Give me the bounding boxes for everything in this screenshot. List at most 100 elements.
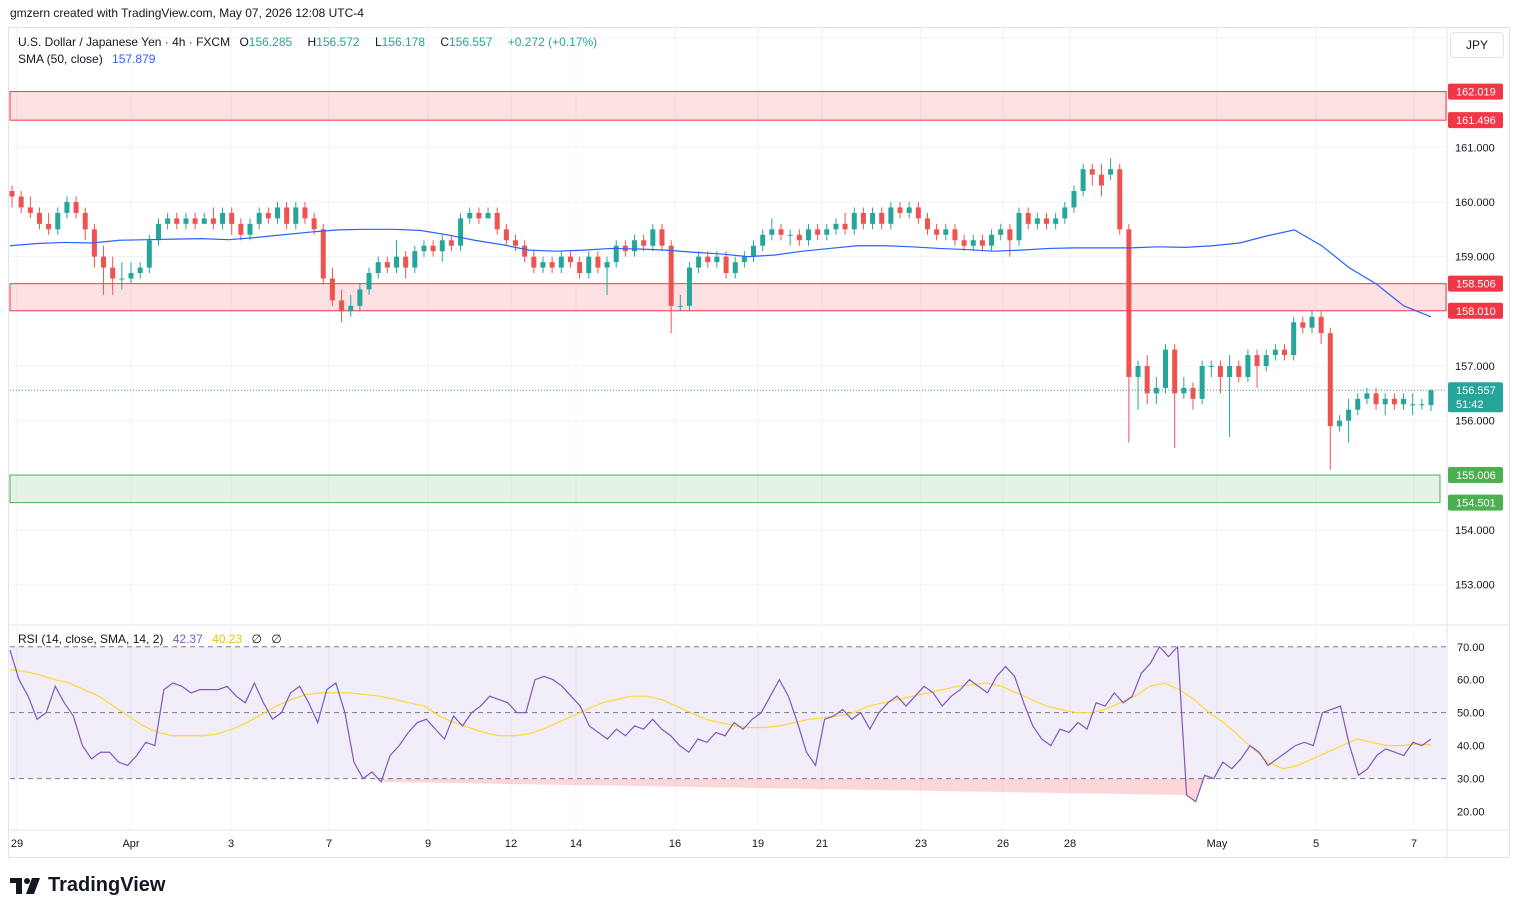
candle-body bbox=[357, 289, 363, 306]
tradingview-logo[interactable]: TradingView bbox=[10, 874, 165, 897]
candle bbox=[824, 223, 830, 241]
time-tick-label: 9 bbox=[425, 838, 431, 850]
candle-body bbox=[897, 207, 903, 213]
candle bbox=[815, 223, 821, 241]
candles bbox=[9, 158, 1446, 470]
candle bbox=[1126, 223, 1132, 443]
candle bbox=[1034, 212, 1040, 230]
candle-body bbox=[1126, 229, 1132, 377]
rsi-tick-label: 30.00 bbox=[1457, 774, 1485, 786]
candle-body bbox=[943, 229, 949, 235]
candle-body bbox=[375, 262, 381, 274]
candle bbox=[787, 229, 793, 246]
candle bbox=[284, 201, 290, 230]
candle-body bbox=[1016, 212, 1022, 241]
time-tick-label: 23 bbox=[915, 838, 927, 850]
candle bbox=[906, 201, 912, 219]
candle-body bbox=[421, 245, 427, 252]
candle-body bbox=[1117, 169, 1123, 230]
candle bbox=[55, 207, 61, 235]
candle-body bbox=[696, 256, 702, 268]
candle bbox=[403, 251, 409, 279]
candle-body bbox=[348, 305, 354, 312]
candle bbox=[632, 234, 638, 257]
currency-button[interactable]: JPY bbox=[1450, 32, 1504, 58]
time-axis[interactable]: 29 Apr 3 7 9 12 14 16 19 21 23 26 28 May 5 7 bbox=[11, 838, 1417, 850]
candle bbox=[989, 229, 995, 252]
price-tick-label: 154.000 bbox=[1455, 525, 1495, 537]
low-value: 156.178 bbox=[381, 35, 426, 49]
symbol-legend: U.S. Dollar / Japanese Yen · 4h · FXCM O… bbox=[18, 35, 603, 49]
candle bbox=[1043, 212, 1049, 230]
chart-frame[interactable] bbox=[8, 27, 1510, 858]
last-price-tag: 156.557 51:42 bbox=[1448, 382, 1503, 413]
candle bbox=[1025, 207, 1031, 230]
price-axis[interactable]: 163.000161.000160.000159.000157.000156.0… bbox=[1448, 33, 1503, 819]
candle bbox=[73, 196, 79, 219]
candle bbox=[183, 212, 189, 230]
candle bbox=[879, 207, 885, 230]
candle bbox=[128, 262, 134, 284]
candle-body bbox=[1245, 355, 1251, 377]
candle bbox=[833, 218, 839, 235]
candle-body bbox=[1043, 218, 1049, 224]
candle-body bbox=[915, 207, 921, 219]
time-tick-label: 26 bbox=[997, 838, 1009, 850]
candle-body bbox=[1309, 316, 1315, 328]
sma-label[interactable]: SMA (50, close) bbox=[18, 52, 103, 66]
rsi-line bbox=[9, 645, 1432, 803]
candle-body bbox=[888, 207, 894, 224]
candle-body bbox=[339, 300, 345, 312]
rsi-panel bbox=[9, 645, 1446, 803]
candle-body bbox=[870, 212, 876, 224]
open-value: 156.285 bbox=[248, 35, 293, 49]
candle-body bbox=[1318, 316, 1324, 334]
candle bbox=[586, 251, 592, 279]
candle bbox=[613, 240, 619, 268]
candle bbox=[247, 218, 253, 241]
candle bbox=[220, 207, 226, 230]
price-tick-label: 159.000 bbox=[1455, 252, 1495, 264]
candle-body bbox=[320, 229, 326, 279]
rsi-label[interactable]: RSI (14, close, SMA, 14, 2) bbox=[18, 632, 164, 646]
candle bbox=[531, 251, 537, 274]
last-price-tag-bg bbox=[1448, 382, 1503, 413]
candle bbox=[650, 223, 656, 252]
candle-body bbox=[1300, 322, 1306, 328]
candle-body bbox=[265, 212, 271, 219]
candle bbox=[1089, 163, 1095, 186]
candle-body bbox=[1089, 169, 1095, 175]
candle-body bbox=[604, 262, 610, 268]
candle bbox=[1391, 393, 1397, 410]
candle bbox=[558, 251, 564, 274]
candle bbox=[934, 223, 940, 241]
candle bbox=[329, 267, 335, 306]
candle bbox=[1245, 349, 1251, 383]
candle-body bbox=[613, 245, 619, 263]
candle bbox=[210, 207, 216, 230]
candle bbox=[64, 196, 70, 219]
time-tick-label: 21 bbox=[816, 838, 828, 850]
high-value: 156.572 bbox=[316, 35, 360, 49]
candle-body bbox=[1062, 207, 1068, 219]
candle bbox=[924, 212, 930, 235]
candle-body bbox=[1163, 349, 1169, 388]
candle bbox=[46, 212, 52, 235]
candle bbox=[1419, 398, 1425, 410]
symbol-title[interactable]: U.S. Dollar / Japanese Yen · 4h · FXCM bbox=[18, 35, 231, 49]
candle bbox=[686, 262, 692, 312]
candle-body bbox=[128, 273, 134, 279]
candle bbox=[1117, 163, 1123, 235]
candle-body bbox=[1391, 398, 1397, 405]
candle-body bbox=[165, 218, 171, 224]
candle bbox=[485, 207, 491, 219]
candle-body bbox=[1419, 404, 1425, 406]
candle-body bbox=[833, 223, 839, 230]
candle-body bbox=[302, 207, 308, 219]
candle-body bbox=[27, 207, 33, 213]
candle-body bbox=[137, 267, 143, 274]
price-tag-bg bbox=[1448, 275, 1503, 292]
candle-body bbox=[714, 256, 720, 263]
close-value: 156.557 bbox=[449, 35, 493, 49]
